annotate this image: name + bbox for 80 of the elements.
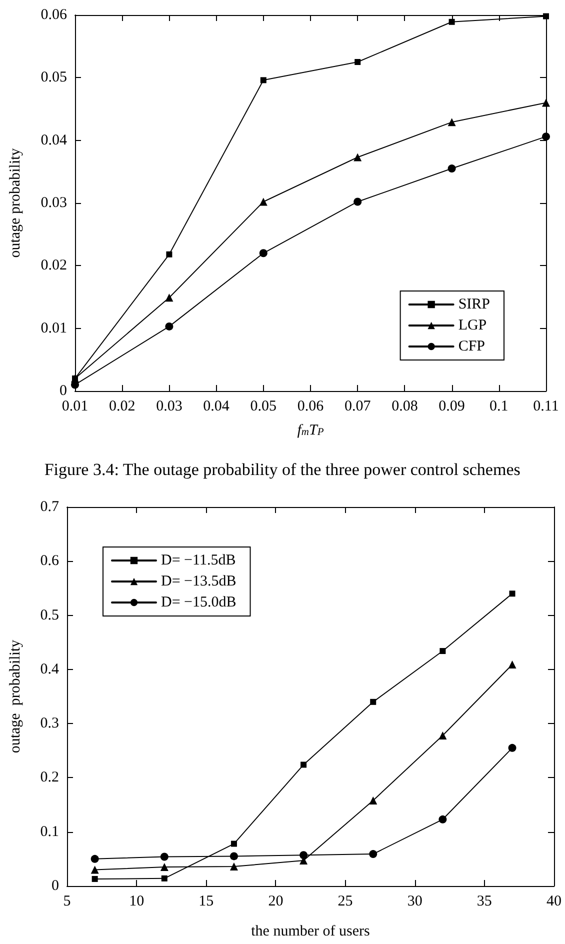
x-tick-label: 0.07 [344, 398, 372, 414]
y-tick-label: 0.6 [40, 553, 60, 570]
y-tick-label: 0.04 [40, 132, 68, 148]
point [448, 18, 455, 25]
point [542, 98, 550, 107]
point [92, 876, 98, 882]
point [259, 198, 268, 206]
y-axis-title: outage probability [8, 639, 24, 754]
legend-label: LGP [458, 318, 487, 334]
y-tick-label: 0.1 [40, 824, 59, 840]
point [369, 796, 378, 804]
y-tick-label: 0.02 [40, 258, 67, 274]
point [230, 862, 238, 871]
x-tick-label: 15 [198, 894, 214, 910]
point [369, 850, 378, 858]
point [438, 731, 447, 740]
point [543, 13, 549, 20]
point [448, 164, 456, 173]
point [370, 698, 376, 705]
y-tick-label: 0.03 [40, 195, 67, 211]
point [165, 322, 174, 330]
point [354, 198, 362, 206]
x-tick-label: 0.09 [438, 398, 465, 414]
point [448, 118, 456, 126]
point [90, 866, 99, 874]
x-tick-label: 30 [407, 894, 422, 910]
x-tick-label: 10 [129, 894, 144, 910]
x-tick-label: 0.06 [297, 398, 324, 414]
point [354, 59, 361, 65]
point [230, 852, 238, 860]
legend-label: D= −13.5dB [161, 574, 236, 590]
x-tick-label: 20 [268, 894, 284, 910]
y-tick-label: 0 [52, 878, 59, 894]
x-tick-label: 0.11 [533, 398, 559, 414]
point [259, 249, 268, 258]
legend-label: SIRP [458, 296, 490, 312]
point [260, 77, 266, 84]
y-tick-label: 0 [60, 383, 67, 399]
y-tick-label: 0.06 [40, 7, 68, 23]
point [508, 744, 516, 752]
point [300, 851, 308, 860]
point [438, 815, 447, 824]
x-tick-label: 0.05 [250, 398, 277, 414]
x-tick-label: 0.02 [108, 398, 136, 414]
x-tick-label: 5 [63, 894, 71, 910]
x-tick-label: 35 [476, 894, 492, 910]
y-tick-label: 0.7 [40, 499, 60, 515]
x-axis-title: fmTP [297, 422, 324, 438]
legend-label: CFP [458, 338, 486, 354]
point [509, 590, 516, 597]
x-tick-label: 25 [338, 894, 353, 910]
y-tick-label: 0.05 [40, 70, 67, 86]
point [300, 762, 307, 768]
point [165, 294, 174, 302]
point [230, 840, 237, 847]
point [160, 852, 168, 861]
point [160, 863, 168, 872]
y-axis-title: outage probability [8, 148, 24, 258]
legend-label: D= −11.5dB [161, 552, 236, 568]
x-tick-label: 0.03 [156, 398, 182, 414]
point [90, 854, 99, 863]
x-tick-label: 0.08 [392, 398, 418, 414]
y-tick-label: 0.5 [40, 607, 59, 624]
caption: Figure 3.4: The outage probability of the three power control schemes [44, 460, 520, 479]
legend-label: D= −15.0dB [161, 594, 236, 610]
x-tick-label: 0.01 [62, 398, 88, 414]
point [161, 875, 168, 882]
point [166, 251, 172, 258]
point [354, 153, 362, 162]
x-tick-label: 40 [546, 894, 562, 910]
x-tick-label: 0.04 [203, 398, 230, 414]
y-tick-label: 0.4 [40, 661, 60, 678]
y-tick-label: 0.2 [40, 770, 59, 786]
x-axis-title: the number of users [251, 924, 370, 940]
x-tick-label: 0.1 [490, 398, 508, 414]
point [542, 132, 550, 141]
y-tick-label: 0.01 [40, 320, 67, 336]
y-tick-label: 0.3 [40, 716, 59, 732]
point [440, 648, 446, 654]
point [508, 660, 516, 669]
